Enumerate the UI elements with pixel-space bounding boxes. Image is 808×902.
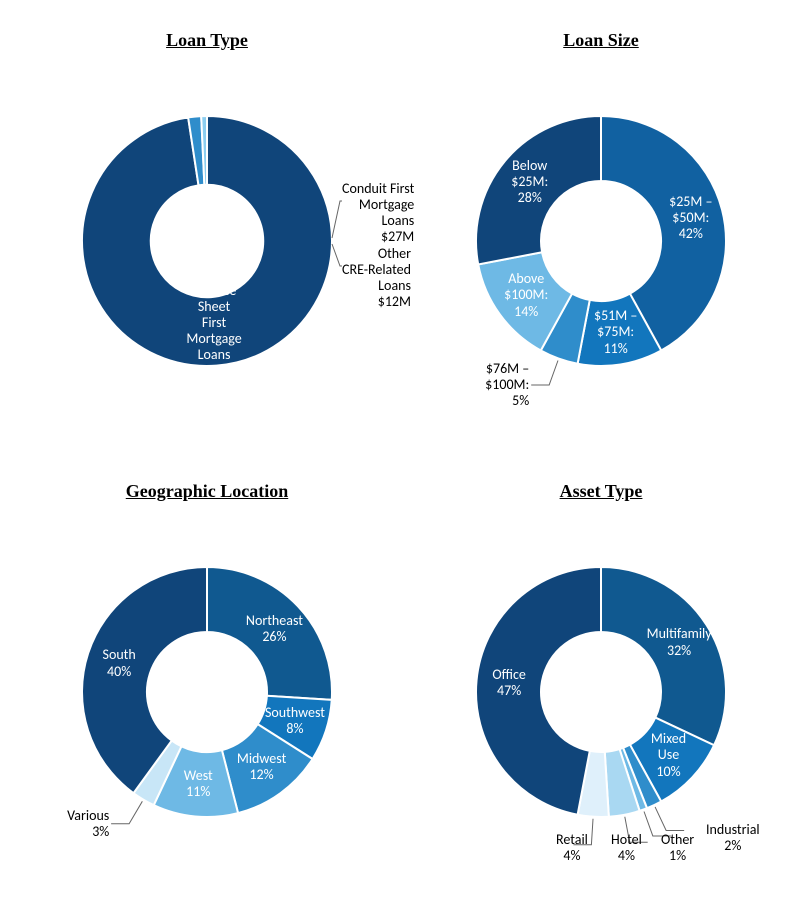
chart-title: Asset Type [414,481,788,502]
slice-label: $76M – $100M: 5% [485,361,529,409]
slice-label: $51M – $75M: 11% [594,308,637,356]
leader-line [332,244,342,266]
slice-label: Other CRE-Related Loans $12M [342,246,411,310]
slice-label: Multifamily 32% [647,626,712,658]
slice-label: Office 47% [492,667,525,699]
chart-title: Loan Type [20,30,394,51]
chart-asset-type: Multifamily 32% Mixed Use 10% Industrial 2… [421,512,781,872]
leader-line [332,201,342,238]
chart-loan-type: Balance Sheet First Mortgage Loans $1,58… [27,61,387,421]
slice-label: South 40% [103,647,136,679]
donut-svg [421,512,781,872]
panel-loan-type: Loan Type Balance Sheet First Mortgage L… [20,30,394,421]
slice-label: Balance Sheet First Mortgage Loans $1,58… [186,283,241,380]
slice-label: Below $25M: 28% [511,158,548,206]
slice-label: Other 1% [661,832,694,864]
slice-label: West 11% [184,768,213,800]
slice-label: Above $100M: 14% [504,271,548,319]
slice-label: Mixed Use 10% [651,731,686,779]
slice-label: Various 3% [67,808,109,840]
chart-grid: Loan Type Balance Sheet First Mortgage L… [20,30,788,872]
slice-label: Midwest 12% [237,751,286,783]
panel-loan-size: Loan Size $25M – $50M: 42% $51M – $75M: 1… [414,30,788,421]
leader-line [111,801,142,823]
chart-title: Geographic Location [20,481,394,502]
leader-line [655,807,684,831]
chart-geo: Northeast 26% Southwest 8% Midwest 12% West… [27,512,387,872]
donut-svg [421,61,781,421]
leader-line [531,360,558,384]
panel-asset-type: Asset Type Multifamily 32% Mixed Use 10% I… [414,481,788,872]
slice-label: Southwest 8% [265,705,325,737]
chart-loan-size: $25M – $50M: 42% $51M – $75M: 11% $76M – $… [421,61,781,421]
slice-label: Retail 4% [556,832,588,864]
slice-label: Conduit First Mortgage Loans $27M [342,181,414,245]
panel-geo: Geographic Location Northeast 26% Southwe… [20,481,394,872]
slice-label: Northeast 26% [246,613,303,645]
slice-label: Hotel 4% [611,832,642,864]
slice-label: Industrial 2% [706,822,760,854]
slice-label: $25M – $50M: 42% [669,194,712,242]
chart-title: Loan Size [414,30,788,51]
